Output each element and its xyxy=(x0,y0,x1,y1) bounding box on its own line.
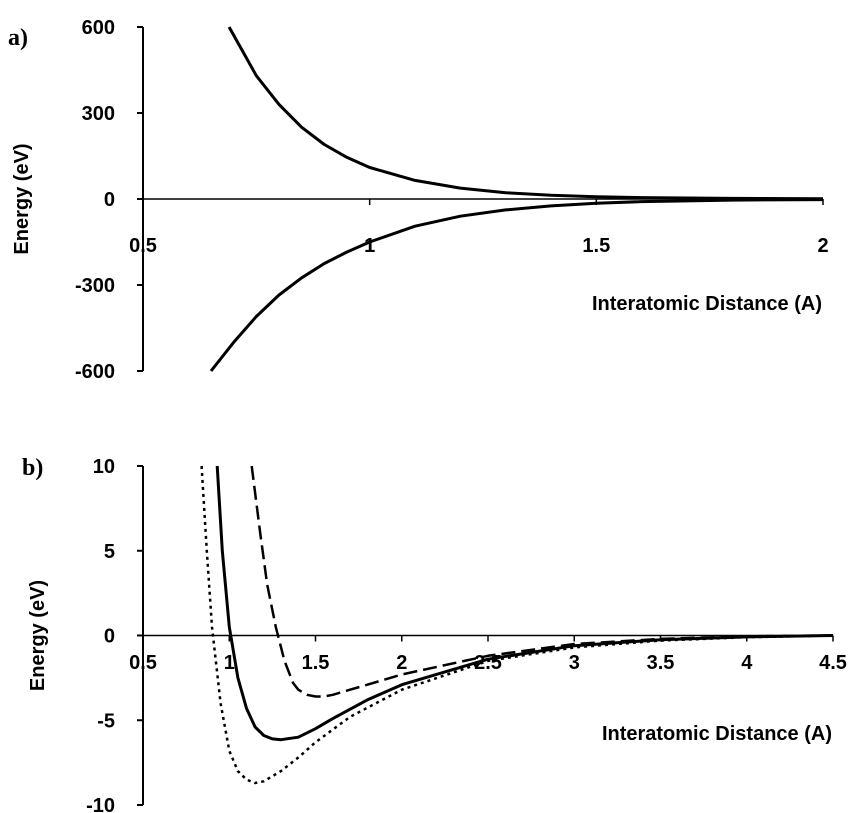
series-line-b-2 xyxy=(215,465,834,742)
x-axis-title-a: Interatomic Distance (A) xyxy=(592,293,822,315)
x-tick-label-a: 2 xyxy=(817,235,828,257)
y-tick-label-a: 300 xyxy=(82,103,115,125)
y-tick-label-b: 0 xyxy=(104,626,115,648)
x-tick-label-b: 4 xyxy=(741,652,753,674)
y-tick-label-b: -10 xyxy=(86,795,115,813)
series-line-a-2 xyxy=(209,198,824,372)
y-tick-label-b: 5 xyxy=(104,541,115,563)
plot-a: 600 300 0 -300 -600 0.5 1 1.5 2 Interatomic Dista… xyxy=(11,17,829,383)
y-tick-label-a: 0 xyxy=(104,189,115,211)
series-line-b-3 xyxy=(250,465,834,698)
x-tick-label-b: 4.5 xyxy=(819,652,847,674)
panel-label-a: a) xyxy=(8,25,28,51)
x-tick-label-a: 0.5 xyxy=(129,235,157,257)
x-tick-label-b: 2 xyxy=(396,652,407,674)
y-tick-label-a: -300 xyxy=(75,275,115,297)
x-axis-title-b: Interatomic Distance (A) xyxy=(602,723,832,745)
x-tick-label-b: 1 xyxy=(224,652,235,674)
y-tick-label-a: -600 xyxy=(75,361,115,383)
series-line-a-1 xyxy=(227,26,824,201)
y-axis-title-a: Energy (eV) xyxy=(11,143,33,254)
x-tick-label-b: 0.5 xyxy=(129,652,157,674)
y-tick-label-a: 600 xyxy=(82,17,115,39)
series-line-b-1 xyxy=(200,465,834,785)
y-axis-title-b: Energy (eV) xyxy=(27,580,49,691)
panel-label-b: b) xyxy=(22,455,43,481)
y-tick-label-b: -5 xyxy=(97,710,115,732)
y-tick-label-b: 10 xyxy=(93,456,115,478)
x-tick-label-b: 1.5 xyxy=(302,652,330,674)
x-tick-label-b: 3.5 xyxy=(647,652,675,674)
x-tick-label-b: 3 xyxy=(569,652,580,674)
x-tick-label-a: 1 xyxy=(364,235,375,257)
x-tick-label-a: 1.5 xyxy=(582,235,610,257)
